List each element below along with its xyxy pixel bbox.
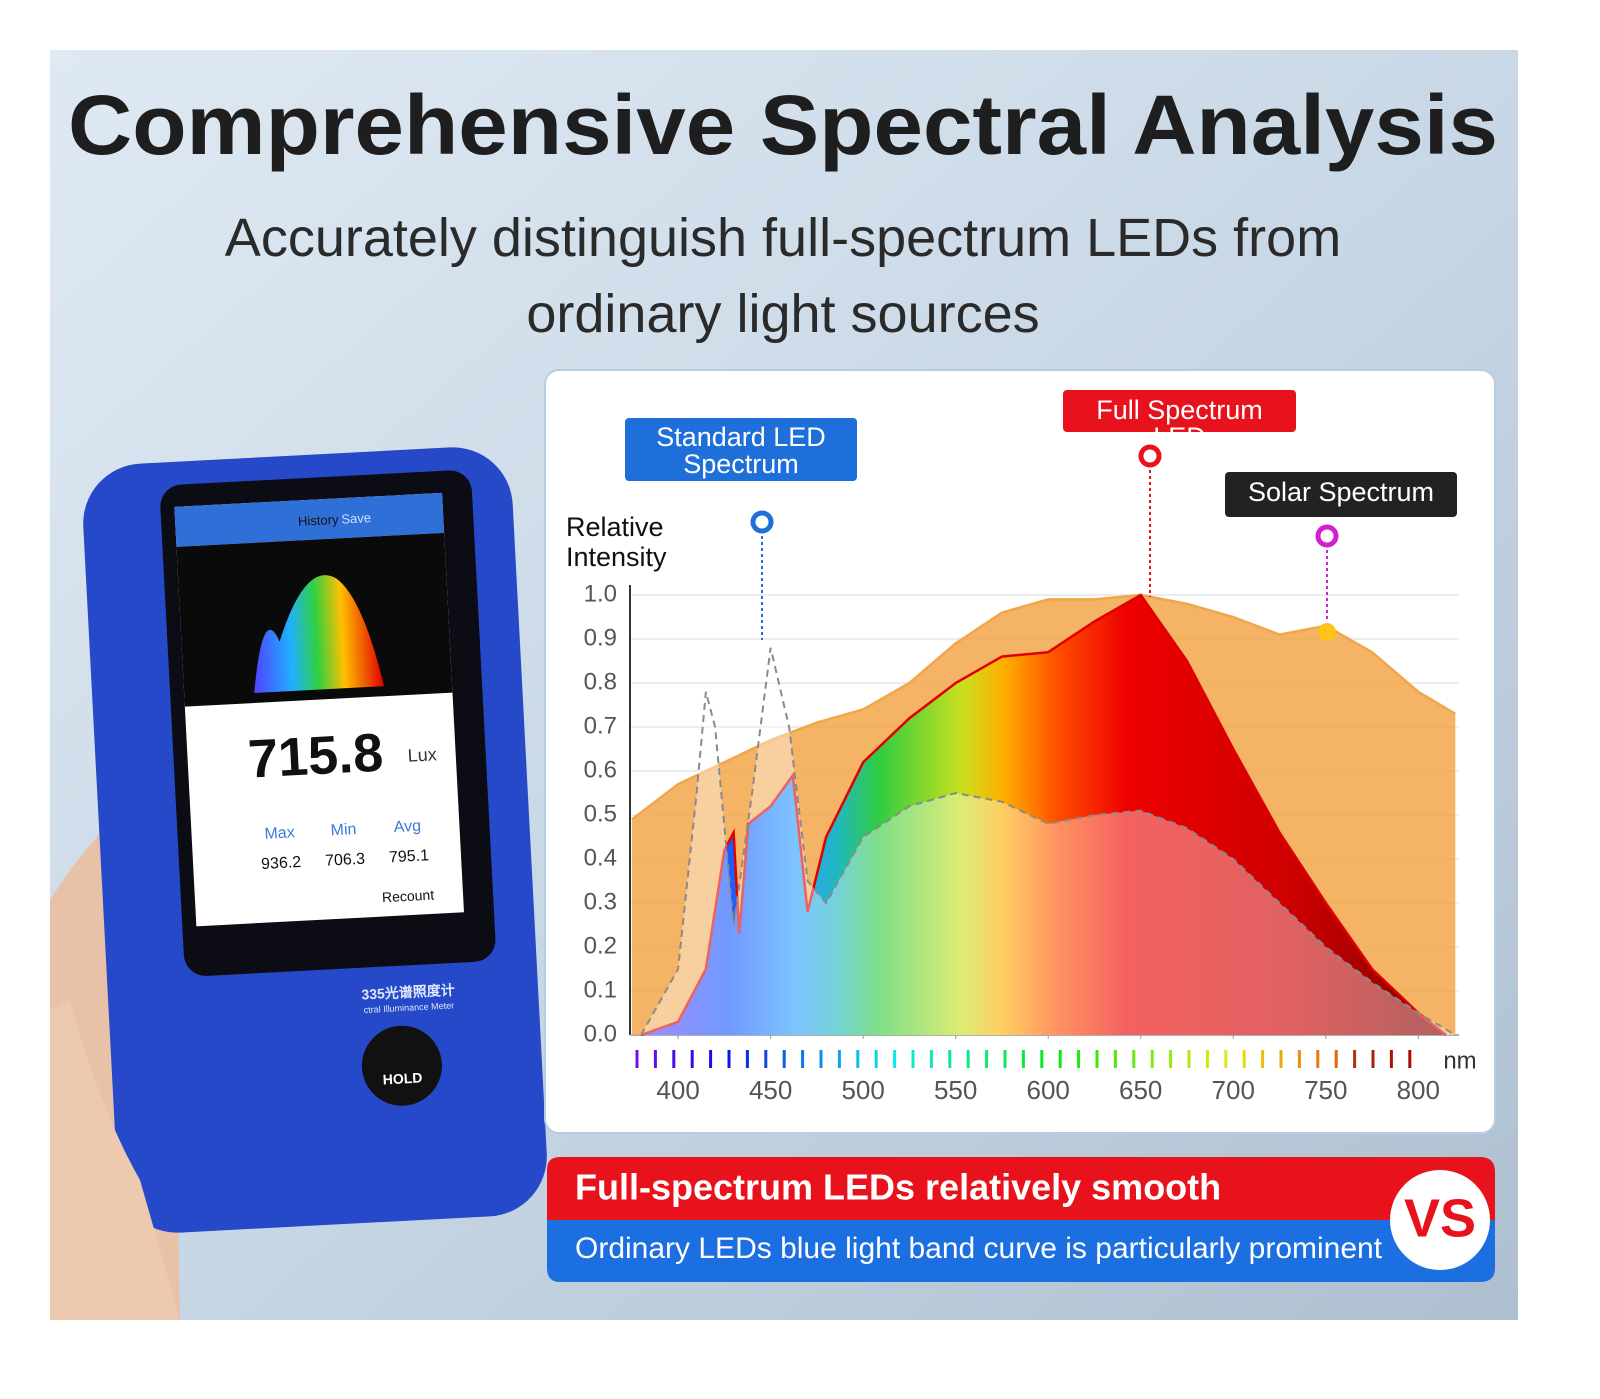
stat-value: 706.3 [325,851,366,870]
banner-top [547,1157,1495,1220]
x-tick-label: 500 [841,1075,884,1105]
y-tick-label: 0.7 [584,712,617,739]
device-text: History Save 715.8 Lux Max 936.2 Min 706.3 Avg 79… [247,510,456,1087]
y-tick-label: 0.0 [584,1020,617,1047]
stat-value: 795.1 [389,847,430,866]
y-tick-label: 0.5 [584,800,617,827]
banner-bottom [547,1220,1495,1282]
banner-bottom-text: Ordinary LEDs blue light band curve is p… [575,1232,1383,1265]
x-tick-label: 550 [934,1075,977,1105]
model: 335光谱照度计 [361,982,455,1003]
x-tick-label: 800 [1397,1075,1440,1105]
y-tick-label: 0.6 [584,756,617,783]
series-label: Standard LED Spectrum [625,418,857,481]
button: Save [341,510,371,527]
vs-text: VS [1404,1188,1476,1248]
series-label: Solar Spectrum [1225,472,1457,517]
x-tick-label: 400 [656,1075,699,1105]
stat-label: Max [264,824,295,843]
stat-label: Avg [393,818,421,836]
button: History [298,512,340,529]
x-tick-label: 650 [1119,1075,1162,1105]
x-tick-label: 750 [1304,1075,1347,1105]
vs-badge [1390,1170,1490,1270]
pin [1315,524,1339,548]
reading: 715.8 [247,723,385,790]
stat-value: 936.2 [261,854,302,873]
x-tick-label: 600 [1027,1075,1070,1105]
unit: Lux [407,744,437,765]
subtitle: Accurately distinguish full-spectrum LED… [224,208,1342,344]
hold: HOLD [382,1069,422,1087]
banner-top-text: Full-spectrum LEDs relatively smooth [575,1167,1221,1208]
title: Comprehensive Spectral Analysis [68,78,1498,172]
area-fill [641,595,1447,1035]
stat-label: Min [330,821,357,839]
area-fill [641,647,1456,1035]
y-tick-label: 0.1 [584,976,617,1003]
x-tick-label: 450 [749,1075,792,1105]
pin [750,510,774,534]
model-sub: ctral Illuminance Meter [363,1000,454,1015]
series-line [640,593,1447,1037]
recount: Recount [382,887,435,906]
y-tick-label: 0.3 [584,888,617,915]
y-axis-label: Relative Intensity [566,512,667,572]
y-tick-label: 0.9 [584,624,617,651]
y-tick-label: 0.2 [584,932,617,959]
series-label: Full Spectrum LED [1063,390,1296,451]
y-tick-label: 0.4 [584,844,617,871]
x-axis-label: nm [1443,1047,1476,1074]
y-tick-label: 0.8 [584,668,617,695]
y-tick-label: 1.0 [584,580,617,607]
hand [50,1000,180,1320]
device [83,447,547,1233]
pin [1138,444,1162,468]
x-tick-label: 700 [1212,1075,1255,1105]
sun [1318,623,1336,641]
series-line [640,647,1456,1036]
